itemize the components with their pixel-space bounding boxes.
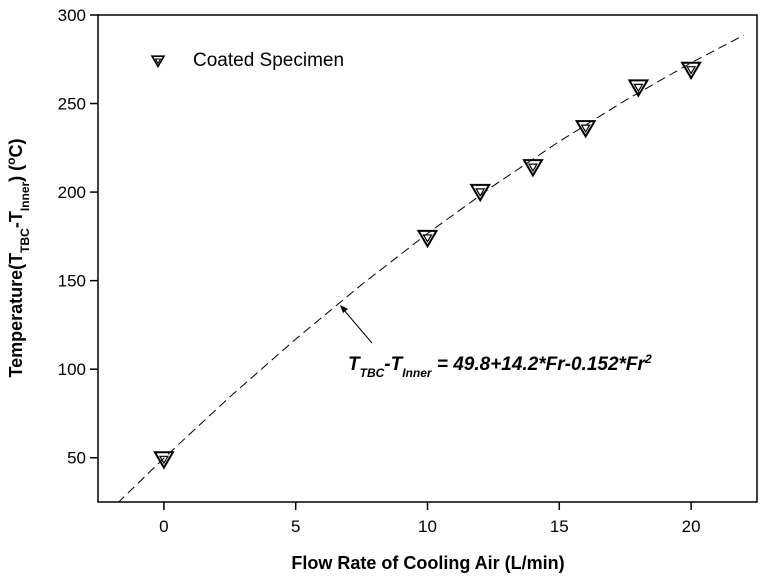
plot-area bbox=[117, 34, 745, 502]
data-point bbox=[627, 79, 650, 98]
marker-inner bbox=[475, 188, 486, 197]
plot-frame bbox=[97, 14, 758, 503]
annotation-sub: Inner bbox=[402, 366, 433, 380]
marker-inner bbox=[686, 66, 697, 75]
x-tick-label: 5 bbox=[291, 517, 300, 536]
x-tick-label: 0 bbox=[159, 517, 168, 536]
y-title-part: -T bbox=[6, 211, 26, 228]
marker-outer bbox=[680, 61, 702, 80]
x-tick-label: 10 bbox=[418, 517, 437, 536]
legend: Coated Specimen bbox=[150, 50, 344, 71]
x-tick-label: 15 bbox=[550, 517, 569, 536]
annotation-arrow bbox=[342, 308, 373, 344]
legend-marker-inner bbox=[154, 58, 162, 65]
marker-outer bbox=[153, 451, 175, 470]
data-point bbox=[416, 229, 439, 249]
annotation-part: T bbox=[348, 354, 361, 375]
marker-outer bbox=[469, 183, 491, 203]
data-point bbox=[522, 159, 544, 178]
legend-marker bbox=[150, 55, 166, 68]
annotation-sub: TBC bbox=[360, 366, 385, 380]
marker-outer bbox=[522, 159, 544, 178]
fit-line bbox=[117, 34, 745, 502]
marker-outer bbox=[574, 120, 597, 139]
y-tick-label: 200 bbox=[58, 183, 86, 202]
y-tick-label: 150 bbox=[58, 272, 86, 291]
x-axis-title: Flow Rate of Cooling Air (L/min) bbox=[291, 553, 564, 573]
y-tick-label: 50 bbox=[67, 449, 86, 468]
data-point bbox=[574, 120, 597, 139]
legend-label: Coated Specimen bbox=[193, 50, 344, 71]
marker-inner bbox=[580, 124, 591, 134]
marker-outer bbox=[627, 79, 650, 98]
arrow-head bbox=[340, 305, 348, 313]
marker-inner bbox=[527, 163, 538, 173]
annotation: TTBC-TInner = 49.8+14.2*Fr-0.152*Fr2 bbox=[348, 352, 652, 380]
data-point bbox=[469, 183, 491, 203]
annotation-sup: 2 bbox=[644, 352, 652, 366]
marker-outer bbox=[416, 229, 439, 249]
y-title-sup: o bbox=[4, 157, 18, 164]
x-tick-label: 20 bbox=[682, 517, 701, 536]
y-axis-title: Temperature(TTBC-TInner) (oC) bbox=[4, 138, 32, 377]
marker-inner bbox=[422, 234, 433, 243]
y-title-part: Temperature(T bbox=[6, 253, 26, 378]
y-title-part: C) bbox=[6, 138, 26, 157]
y-title-sub: TBC bbox=[18, 228, 32, 253]
marker-inner bbox=[158, 455, 169, 465]
y-tick-label: 100 bbox=[58, 360, 86, 379]
marker-inner bbox=[633, 83, 644, 93]
annotation-part: -T bbox=[384, 354, 403, 375]
annotation-part: = 49.8+14.2*Fr-0.152*Fr bbox=[432, 354, 647, 375]
data-point bbox=[680, 61, 702, 80]
data-point bbox=[153, 451, 175, 470]
y-title-sub: Inner bbox=[18, 181, 32, 211]
y-tick-label: 250 bbox=[58, 95, 86, 114]
y-tick-label: 300 bbox=[58, 6, 86, 25]
y-title-part: ) ( bbox=[6, 165, 26, 182]
